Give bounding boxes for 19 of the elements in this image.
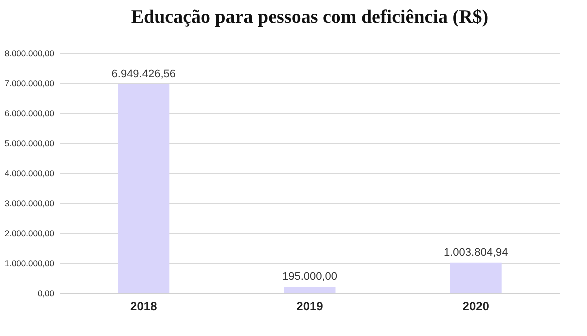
data-label: 1.003.804,94 xyxy=(444,246,508,259)
y-tick-label: 4.000.000,00 xyxy=(4,168,55,178)
bar xyxy=(118,84,170,293)
y-tick-label: 0,00 xyxy=(38,288,55,298)
y-tick-label: 5.000.000,00 xyxy=(4,138,55,148)
x-tick-label: 2020 xyxy=(462,300,490,314)
y-tick-label: 8.000.000,00 xyxy=(4,48,55,58)
y-tick-label: 1.000.000,00 xyxy=(4,258,55,268)
y-tick-label: 3.000.000,00 xyxy=(4,198,55,208)
data-label: 6.949.426,56 xyxy=(112,68,176,81)
bar xyxy=(284,287,336,293)
chart-title: Educação para pessoas com deficiência (R$) xyxy=(131,7,489,28)
x-tick-label: 2019 xyxy=(296,300,324,314)
y-tick-label: 2.000.000,00 xyxy=(4,228,55,238)
bar xyxy=(450,262,502,293)
data-label: 195.000,00 xyxy=(282,271,338,284)
y-tick-label: 7.000.000,00 xyxy=(4,78,55,88)
x-tick-label: 2018 xyxy=(130,300,158,314)
y-tick-label: 6.000.000,00 xyxy=(4,108,55,118)
